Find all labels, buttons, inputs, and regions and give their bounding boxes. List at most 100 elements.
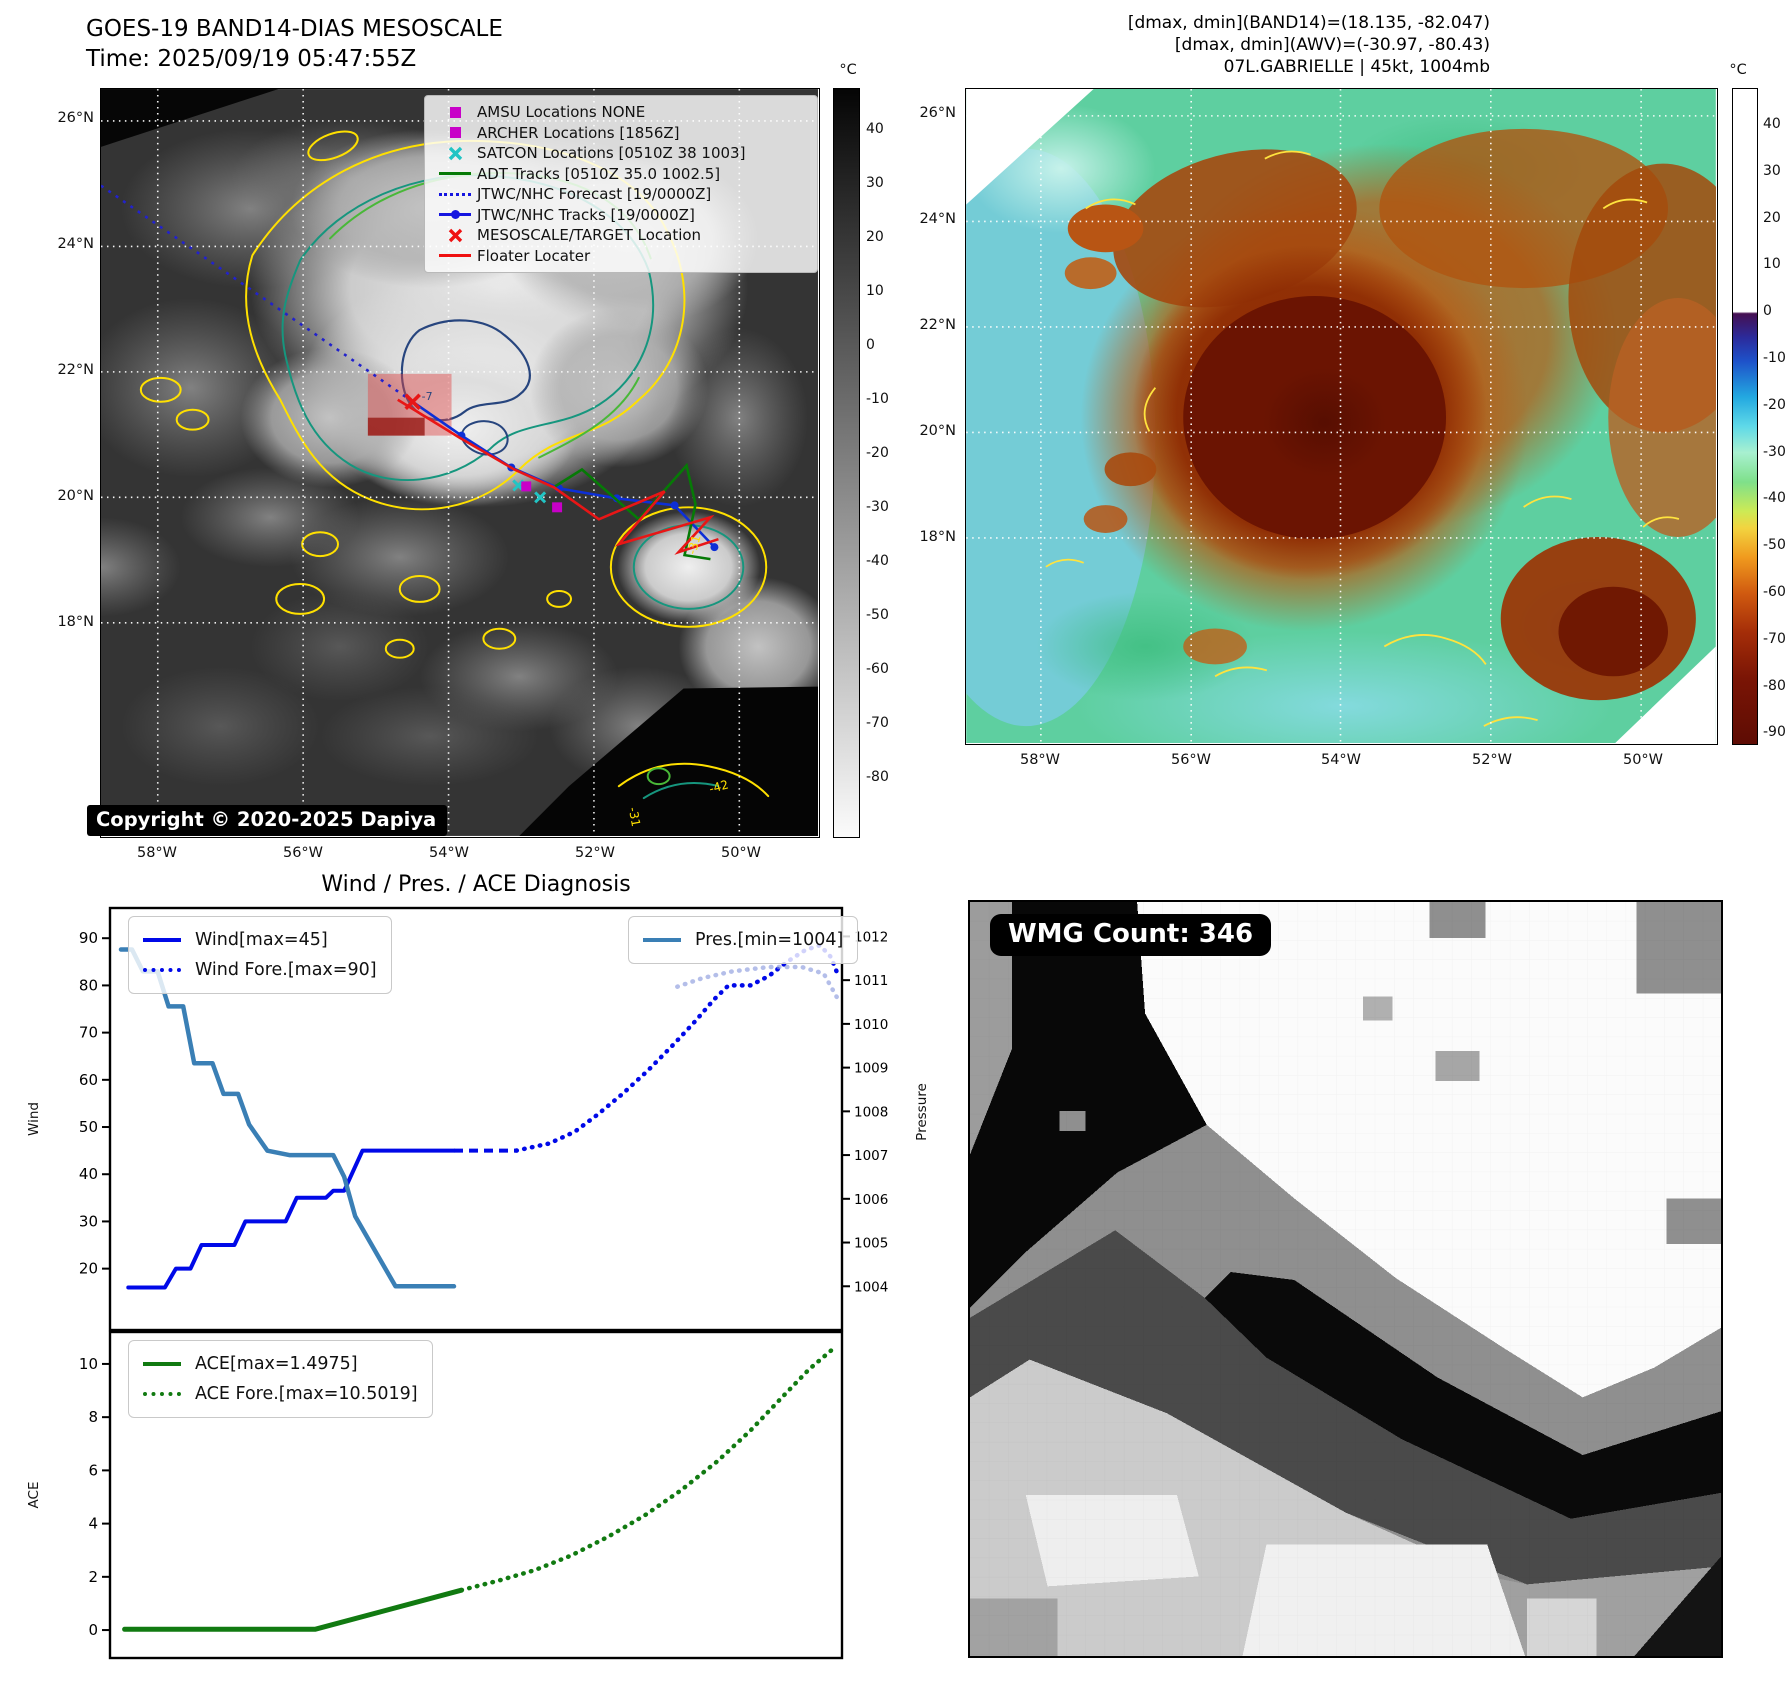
- series-pres-fore-: [675, 964, 841, 1003]
- chart-legend-label: Pres.[min=1004]: [695, 930, 844, 950]
- square-legend-marker-icon: [449, 127, 461, 139]
- chart-y-tick-label: 0: [88, 1621, 98, 1639]
- ace-legend: ACE[max=1.4975] ACE Fore.[max=10.5019]: [128, 1340, 433, 1418]
- diagnosis-title: Wind / Pres. / ACE Diagnosis: [321, 872, 631, 897]
- mesoscale-target-x-icon: [404, 393, 421, 410]
- wmg-count-badge: WMG Count: 346: [990, 914, 1272, 956]
- awv-colorbar-unit: °C: [1729, 62, 1747, 78]
- awv-colorbar-tick: -70: [1763, 630, 1786, 647]
- band14-x-tick-label: 58°W: [136, 845, 178, 861]
- figure-title-block: GOES-19 BAND14-DIAS MESOSCALE Time: 2025…: [86, 14, 503, 74]
- ace-chart: 0 2 4 6 8 10: [79, 1330, 844, 1660]
- chart-right-tick-label: 1008: [854, 1104, 888, 1120]
- map-legend-item: MESOSCALE/TARGET Location: [433, 225, 809, 246]
- band14-colorbar-tick: -10: [866, 391, 889, 407]
- band14-y-tick-label: 18°N: [57, 614, 94, 630]
- awv-map-image: [966, 89, 1716, 743]
- map-legend-label: Floater Locater: [477, 246, 591, 265]
- awv-x-tick-label: 54°W: [1320, 752, 1362, 768]
- band14-x-tick-label: 52°W: [574, 845, 616, 861]
- dotted-line-legend-marker-icon: [143, 968, 181, 972]
- band14-y-tick-label: 24°N: [57, 236, 94, 252]
- awv-colorbar-tick: -40: [1763, 490, 1786, 507]
- band14-colorbar-tick: 40: [866, 121, 884, 137]
- chart-right-tick-label: 1009: [854, 1061, 888, 1077]
- awv-x-tick-label: 56°W: [1170, 752, 1212, 768]
- chart-right-tick-label: 1010: [854, 1017, 888, 1033]
- band14-colorbar-tick: -60: [866, 661, 889, 677]
- header-right-block: [dmax, dmin](BAND14)=(18.135, -82.047) […: [1128, 12, 1490, 78]
- awv-y-tick-label: 26°N: [919, 105, 956, 121]
- band14-colorbar-unit: °C: [839, 62, 857, 78]
- timestamp: Time: 2025/09/19 05:47:55Z: [86, 46, 417, 72]
- awv-colorbar-tick: 40: [1763, 116, 1781, 132]
- band14-y-tick-label: 26°N: [57, 110, 94, 126]
- wind-axis-label: Wind: [26, 1102, 42, 1136]
- awv-colorbar-tick: -20: [1763, 396, 1786, 413]
- ace-axis-label: ACE: [26, 1481, 42, 1509]
- band14-x-tick-label: 56°W: [282, 845, 324, 861]
- solid-line-legend-marker-icon: [143, 938, 181, 942]
- solid-line-legend-marker-icon: [143, 1362, 181, 1366]
- chart-y-tick-label: 30: [79, 1212, 98, 1230]
- awv-colorbar-tick: -60: [1763, 584, 1786, 600]
- awv-swath-edge-bottom-right: [1615, 646, 1716, 743]
- chart-legend-label: ACE[max=1.4975]: [195, 1354, 358, 1374]
- square-legend-marker-icon: [449, 106, 461, 118]
- band14-colorbar-tick: -50: [866, 607, 889, 623]
- awv-x-tick-label: 50°W: [1622, 752, 1664, 768]
- map-legend-item: Floater Locater: [433, 246, 809, 267]
- pressure-axis-label: Pressure: [914, 1083, 930, 1141]
- dotted-line-legend-marker-icon: [143, 1392, 181, 1396]
- awv-y-tick-label: 24°N: [919, 211, 956, 227]
- map-legend-item: SATCON Locations [0510Z 38 1003]: [433, 143, 809, 164]
- map-legend-item: JTWC/NHC Forecast [19/0000Z]: [433, 184, 809, 205]
- map-legend-item: AMSU Locations NONE: [433, 102, 809, 123]
- contour-label-bottom-a: -31: [626, 806, 643, 828]
- chart-legend-item: ACE Fore.[max=10.5019]: [143, 1379, 418, 1409]
- chart-legend-item: Wind[max=45]: [143, 925, 377, 955]
- awv-colorbar-tick: -30: [1763, 443, 1786, 460]
- band14-colorbar-tick: -30: [866, 499, 889, 515]
- map-legend-label: JTWC/NHC Tracks [19/0000Z]: [477, 205, 695, 224]
- series-ace-max-1-4975-: [122, 1587, 464, 1632]
- chart-y-tick-label: 6: [88, 1461, 98, 1479]
- band14-colorbar-tick: -80: [866, 769, 889, 785]
- map-legend-label: ADT Tracks [0510Z 35.0 1002.5]: [477, 164, 721, 183]
- swath-edge-bottom-right: [519, 686, 818, 836]
- chart-legend-item: Pres.[min=1004]: [643, 925, 843, 955]
- chart-y-tick-label: 90: [79, 929, 98, 947]
- chart-right-tick-label: 1012: [854, 929, 888, 945]
- chart-y-tick-label: 2: [88, 1568, 98, 1586]
- map-legend-label: JTWC/NHC Forecast [19/0000Z]: [477, 185, 712, 204]
- series-wind-max-45-: [126, 1148, 456, 1290]
- jtwc-forecast-track: [101, 184, 414, 403]
- solid-line-legend-marker-icon: [643, 938, 681, 942]
- map-legend-item: ARCHER Locations [1856Z]: [433, 123, 809, 144]
- map-legend-item: ADT Tracks [0510Z 35.0 1002.5]: [433, 164, 809, 185]
- awv-x-tick-label: 52°W: [1471, 752, 1513, 768]
- x-legend-marker-icon: [448, 228, 463, 243]
- wmg-pixel-image: [970, 902, 1721, 1656]
- band14-colorbar-tick: -40: [866, 553, 889, 569]
- line-legend-marker-icon: [439, 254, 471, 258]
- chart-y-tick-label: 80: [79, 976, 98, 994]
- map-legend-label: ARCHER Locations [1856Z]: [477, 123, 680, 142]
- wmg-panel: WMG Count: 346: [968, 900, 1723, 1658]
- chart-right-tick-label: 1004: [854, 1279, 888, 1295]
- awv-colorbar-tick: 10: [1763, 256, 1781, 273]
- band14-colorbar-tick: 30: [866, 175, 884, 191]
- chart-right-tick-label: 1005: [854, 1236, 888, 1252]
- band14-y-tick-label: 20°N: [57, 488, 94, 504]
- band14-map-legend: AMSU Locations NONE ARCHER Locations [185…: [424, 95, 818, 273]
- chart-legend-label: Wind Fore.[max=90]: [195, 960, 377, 980]
- band14-colorbar-tick: 0: [866, 337, 875, 353]
- adt-track-line: [554, 462, 711, 561]
- band14-x-tick-label: 50°W: [720, 845, 762, 861]
- chart-y-tick-label: 70: [79, 1024, 98, 1042]
- wind-legend: Wind[max=45] Wind Fore.[max=90]: [128, 916, 392, 994]
- chart-right-tick-label: 1006: [854, 1192, 888, 1208]
- line-legend-marker-icon: [439, 172, 471, 176]
- page-title: GOES-19 BAND14-DIAS MESOSCALE: [86, 16, 503, 42]
